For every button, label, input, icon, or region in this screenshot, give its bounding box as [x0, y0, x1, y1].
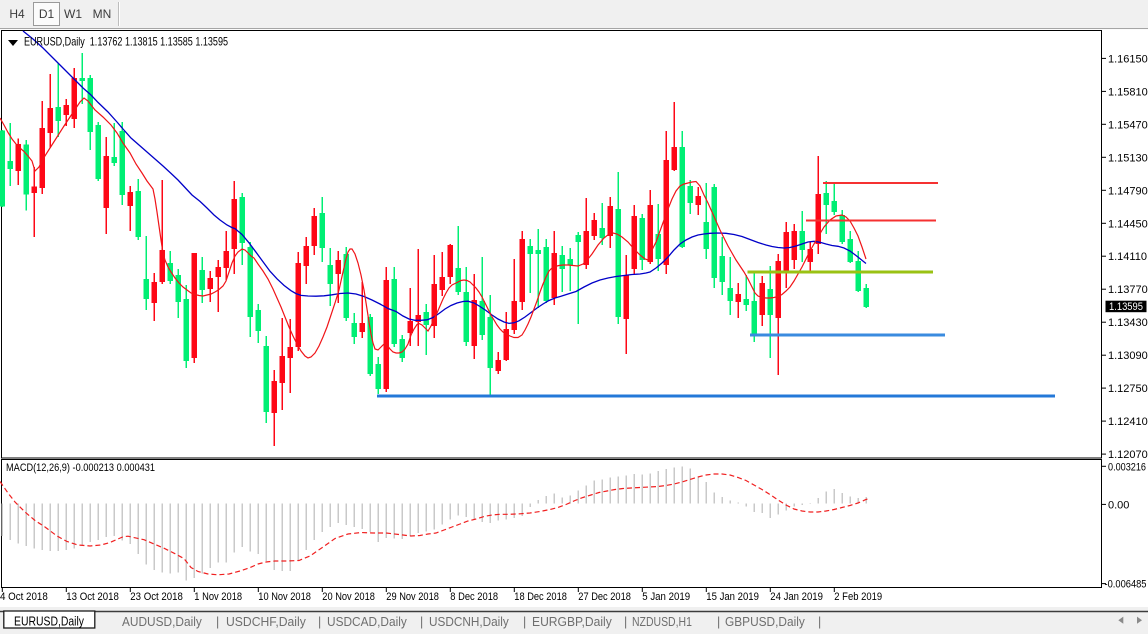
svg-text:27 Dec 2018: 27 Dec 2018	[578, 591, 631, 603]
svg-text:1.16150: 1.16150	[1108, 53, 1148, 65]
svg-text:1.13770: 1.13770	[1108, 284, 1148, 296]
svg-text:1.14450: 1.14450	[1108, 218, 1148, 230]
svg-text:USDCNH,Daily: USDCNH,Daily	[429, 615, 510, 629]
svg-text:18 Dec 2018: 18 Dec 2018	[514, 591, 567, 603]
svg-text:13 Oct 2018: 13 Oct 2018	[66, 591, 119, 603]
svg-text:EURUSD,Daily 1.13762 1.13815: EURUSD,Daily 1.13762 1.13815 1.13585 1.1…	[24, 35, 228, 49]
svg-text:0.003216: 0.003216	[1108, 461, 1146, 473]
svg-text:1.15810: 1.15810	[1108, 86, 1148, 98]
svg-text:USDCAD,Daily: USDCAD,Daily	[327, 615, 408, 629]
svg-text:MN: MN	[93, 7, 112, 21]
svg-text:1.15130: 1.15130	[1108, 152, 1148, 164]
svg-text:8 Dec 2018: 8 Dec 2018	[450, 591, 498, 603]
svg-text:|: |	[717, 615, 720, 629]
svg-text:1.12410: 1.12410	[1108, 416, 1148, 428]
svg-text:24 Jan 2019: 24 Jan 2019	[770, 591, 823, 603]
svg-text:W1: W1	[64, 7, 82, 21]
svg-text:23 Oct 2018: 23 Oct 2018	[130, 591, 183, 603]
svg-text:10 Nov 2018: 10 Nov 2018	[258, 591, 311, 603]
svg-text:NZDUSD,H1: NZDUSD,H1	[632, 615, 692, 629]
svg-text:|: |	[523, 615, 526, 629]
svg-text:MACD(12,26,9) -0.000213 0.0004: MACD(12,26,9) -0.000213 0.000431	[6, 462, 155, 474]
svg-text:AUDUSD,Daily: AUDUSD,Daily	[122, 615, 203, 629]
svg-text:1.13430: 1.13430	[1108, 317, 1148, 329]
svg-text:1.15470: 1.15470	[1108, 119, 1148, 131]
svg-text:|: |	[420, 615, 423, 629]
svg-text:-0.006485: -0.006485	[1105, 579, 1147, 591]
svg-text:1.14790: 1.14790	[1108, 185, 1148, 197]
svg-text:15 Jan 2019: 15 Jan 2019	[706, 591, 759, 603]
svg-text:2 Feb 2019: 2 Feb 2019	[834, 591, 882, 603]
svg-text:1.13090: 1.13090	[1108, 350, 1148, 362]
svg-text:H4: H4	[9, 7, 25, 21]
svg-text:4 Oct 2018: 4 Oct 2018	[0, 591, 48, 603]
svg-text:20 Nov 2018: 20 Nov 2018	[322, 591, 375, 603]
svg-text:|: |	[318, 615, 321, 629]
svg-text:|: |	[216, 615, 219, 629]
svg-text:1.12070: 1.12070	[1108, 449, 1148, 461]
svg-text:|: |	[818, 615, 821, 629]
svg-text:|: |	[624, 615, 627, 629]
svg-text:1.14110: 1.14110	[1108, 251, 1147, 263]
svg-text:1 Nov 2018: 1 Nov 2018	[194, 591, 242, 603]
svg-text:1.13595: 1.13595	[1109, 301, 1143, 313]
svg-text:USDCHF,Daily: USDCHF,Daily	[226, 615, 307, 629]
svg-text:EURGBP,Daily: EURGBP,Daily	[532, 615, 613, 629]
svg-text:D1: D1	[39, 7, 55, 21]
svg-text:5 Jan 2019: 5 Jan 2019	[642, 591, 690, 603]
svg-text:GBPUSD,Daily: GBPUSD,Daily	[725, 615, 806, 629]
svg-text:EURUSD,Daily: EURUSD,Daily	[14, 614, 84, 629]
svg-text:29 Nov 2018: 29 Nov 2018	[386, 591, 439, 603]
svg-text:1.12750: 1.12750	[1108, 383, 1148, 395]
svg-text:0.00: 0.00	[1108, 499, 1129, 511]
